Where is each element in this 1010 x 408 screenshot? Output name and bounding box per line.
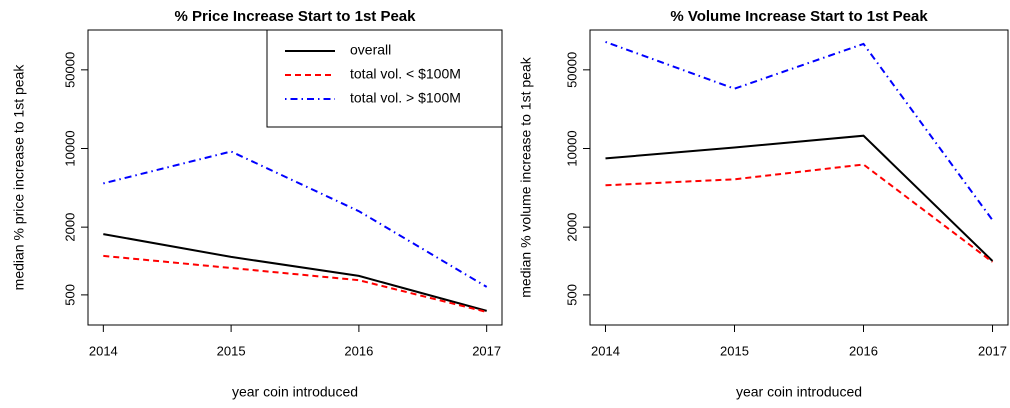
chart: % Volume Increase Start to 1st Peak year …: [518, 8, 1009, 400]
x-tick-label: 2014: [89, 343, 118, 358]
y-tick-label: 500: [564, 284, 579, 306]
series-line: [103, 254, 487, 313]
y-tick-label: 10000: [564, 130, 579, 166]
series-line: [605, 134, 994, 262]
chart-title: % Price Increase Start to 1st Peak: [175, 8, 417, 25]
x-tick-label: 2014: [591, 343, 620, 358]
x-axis-label: year coin introduced: [736, 384, 862, 400]
y-tick-label: 2000: [62, 213, 77, 242]
series-line: [605, 163, 994, 263]
y-tick-label: 50000: [564, 52, 579, 88]
y-tick-label: 50000: [62, 52, 77, 88]
y-tick-label: 2000: [564, 213, 579, 242]
series-line: [103, 150, 488, 288]
chart: % Price Increase Start to 1st Peak year c…: [11, 8, 503, 400]
y-tick-label: 10000: [62, 130, 77, 166]
plot-frame: [589, 29, 1009, 326]
chart-title: % Volume Increase Start to 1st Peak: [670, 8, 928, 25]
y-tick-label: 500: [62, 284, 77, 306]
legend-box: [266, 29, 503, 128]
x-tick-label: 2016: [344, 343, 373, 358]
legend-label: total vol. < $100M: [350, 66, 461, 82]
x-tick-label: 2015: [720, 343, 749, 358]
x-tick-label: 2017: [472, 343, 501, 358]
y-axis-label: median % price increase to 1st peak: [11, 64, 27, 291]
legend-label: overall: [350, 42, 391, 58]
x-tick-label: 2016: [849, 343, 878, 358]
series-line: [103, 233, 487, 312]
legend: overall total vol. < $100M total vol. > $1…: [266, 29, 503, 128]
x-tick-label: 2017: [978, 343, 1007, 358]
legend-label: total vol. > $100M: [350, 90, 461, 106]
x-axis-label: year coin introduced: [232, 384, 358, 400]
y-axis-label: median % volume increase to 1st peak: [518, 56, 534, 297]
series-line: [605, 40, 994, 221]
x-tick-label: 2015: [217, 343, 246, 358]
